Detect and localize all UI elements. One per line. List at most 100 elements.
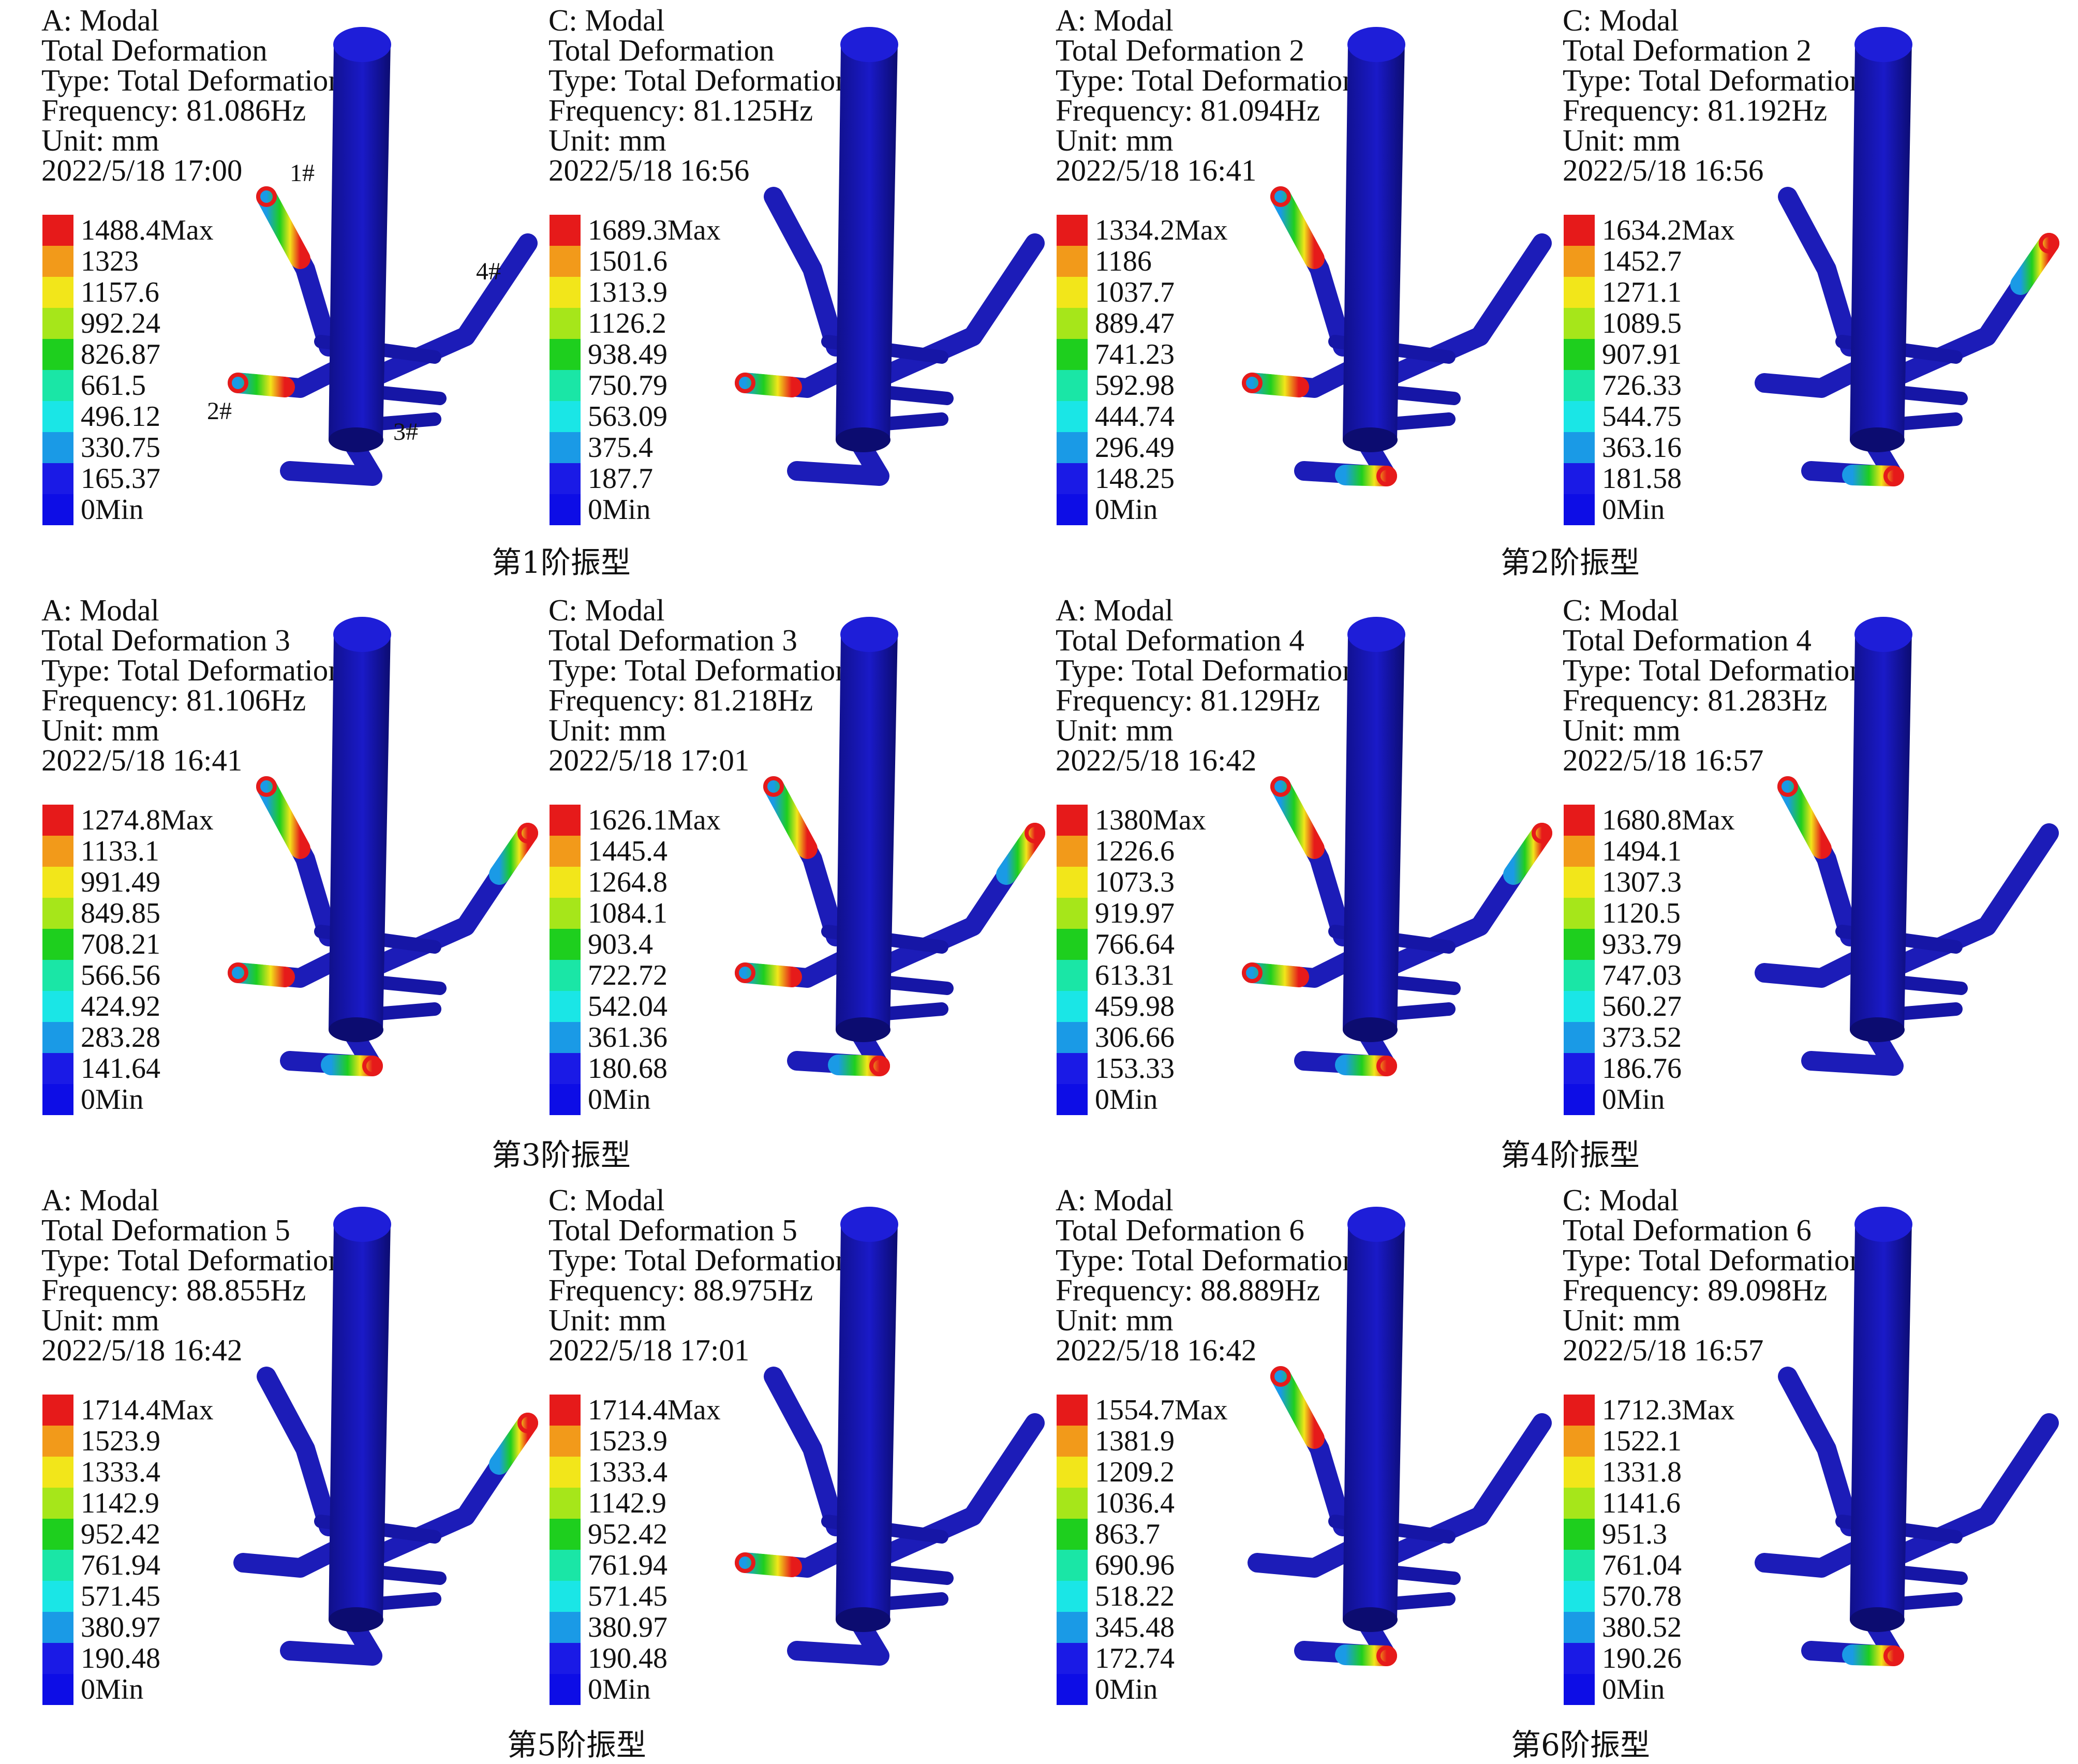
legend-value: 571.45 (81, 1580, 160, 1612)
result-panel: C: Modal Total Deformation Type: Total Def… (543, 5, 1050, 559)
column-base (1343, 1607, 1398, 1632)
legend-value: 570.78 (1602, 1580, 1682, 1612)
legend-swatch (550, 1550, 581, 1581)
legend-swatch (42, 1084, 73, 1115)
main-column (1850, 1221, 1912, 1620)
result-header: C: Modal Total Deformation 2 Type: Total D… (1563, 3, 1865, 187)
part-label: 2# (207, 397, 232, 425)
legend-value: 1141.6 (1602, 1487, 1681, 1519)
deformation-highlight (1270, 186, 1325, 269)
legend-swatch (1057, 370, 1088, 401)
tube-end-ring (517, 1413, 538, 1433)
tube-end-ring (1883, 1646, 1904, 1666)
result-header-line: Type: Total Deformation (41, 653, 344, 687)
tube-end-ring (1242, 962, 1263, 983)
legend-swatch (550, 960, 581, 991)
legend-swatch (550, 1395, 581, 1426)
legend-value: 424.92 (81, 990, 160, 1022)
result-header-line: 2022/5/18 16:56 (1563, 153, 1764, 187)
legend-value: 0Min (1095, 1084, 1158, 1116)
tube-end-ring (1777, 776, 1798, 797)
legend-value: 148.25 (1095, 463, 1175, 495)
column-base (1850, 427, 1905, 452)
main-column (836, 41, 898, 440)
legend-swatch (42, 805, 73, 836)
result-header: A: Modal Total Deformation Type: Total Def… (41, 5, 344, 186)
legend-value: 952.42 (81, 1518, 160, 1550)
legend-value: 345.48 (1095, 1611, 1175, 1643)
legend-value: 306.66 (1095, 1021, 1175, 1054)
tube-end-ring (735, 962, 755, 983)
result-panel: C: Modal Total Deformation 6 Type: Total D… (1557, 1185, 2065, 1739)
result-header-line: Total Deformation 4 (1056, 623, 1304, 657)
legend-value: 380.97 (588, 1611, 667, 1643)
legend-swatch (42, 1457, 73, 1488)
legend-swatch (550, 401, 581, 432)
column-base (1850, 1017, 1905, 1042)
mode-caption: 第6阶振型 (1511, 1727, 1650, 1762)
legend-swatch (1564, 215, 1595, 246)
result-header-line: Unit: mm (41, 713, 159, 747)
legend-swatch (1057, 1519, 1088, 1550)
legend-swatch (1564, 867, 1595, 898)
legend-value: 496.12 (81, 401, 160, 433)
column-base (329, 1607, 383, 1632)
result-header-line: A: Modal (41, 593, 159, 627)
main-column (329, 41, 391, 440)
legend-value: 1333.4 (81, 1456, 160, 1488)
result-header-line: C: Modal (1563, 3, 1679, 37)
column-base (1850, 1607, 1905, 1632)
result-header-line: Frequency: 81.129Hz (1056, 683, 1320, 717)
tube-end-ring (1376, 1646, 1397, 1666)
result-header-line: Type: Total Deformation (548, 63, 851, 97)
legend-swatch (1057, 463, 1088, 494)
legend-swatch (42, 929, 73, 960)
legend-value: 1084.1 (588, 897, 667, 929)
arm-1 (1778, 1367, 1860, 1536)
result-header-line: Total Deformation 5 (41, 1213, 290, 1247)
legend-swatch (550, 1612, 581, 1643)
legend-value: 1334.2Max (1095, 214, 1228, 246)
result-panel: A: Modal Total Deformation 5 Type: Total D… (36, 1185, 543, 1739)
legend-value: 690.96 (1095, 1549, 1175, 1581)
frame-model-render (1755, 1207, 2059, 1666)
legend-value: 0Min (1602, 494, 1665, 526)
arm-2 (1755, 358, 1873, 398)
legend-value: 361.36 (588, 1021, 667, 1054)
legend-value: 661.5 (81, 369, 146, 402)
tube-end-ring (1376, 1056, 1397, 1076)
legend-value: 1680.8Max (1602, 804, 1735, 836)
result-header: C: Modal Total Deformation 3 Type: Total D… (548, 593, 851, 776)
tube-end-ring (1376, 466, 1397, 486)
legend-value: 889.47 (1095, 307, 1175, 339)
column-top-cap (840, 1207, 898, 1242)
result-header-line: Type: Total Deformation (1056, 653, 1358, 687)
legend-swatch (42, 1519, 73, 1550)
legend-swatch (550, 277, 581, 308)
legend-value: 1313.9 (588, 276, 667, 308)
result-panel: C: Modal Total Deformation 5 Type: Total D… (543, 1185, 1050, 1739)
main-column (836, 631, 898, 1030)
result-header-line: C: Modal (548, 593, 665, 627)
column-top-cap (1347, 617, 1405, 652)
arm-4 (1884, 1413, 2059, 1567)
legend-value: 518.22 (1095, 1580, 1175, 1612)
legend-value: 903.4 (588, 928, 653, 960)
result-panel: C: Modal Total Deformation 4 Type: Total D… (1557, 595, 2065, 1149)
result-header-line: Total Deformation 2 (1563, 33, 1812, 67)
arm-4 (870, 233, 1045, 388)
tube-end-ring (256, 776, 277, 797)
legend-value: 613.31 (1095, 959, 1175, 991)
legend-value: 761.04 (1602, 1549, 1682, 1581)
tube-end-ring (1883, 466, 1904, 486)
frame-model-render (735, 27, 1045, 486)
result-header-line: Unit: mm (41, 123, 159, 157)
legend-value: 363.16 (1602, 432, 1682, 464)
legend-swatch (1564, 1084, 1595, 1115)
column-base (329, 1017, 383, 1042)
legend-value: 1501.6 (588, 245, 667, 277)
legend-value: 0Min (588, 1084, 651, 1116)
tube-end-ring (735, 1552, 755, 1573)
legend-value: 1142.9 (81, 1487, 159, 1519)
arm-2 (1248, 1537, 1365, 1578)
